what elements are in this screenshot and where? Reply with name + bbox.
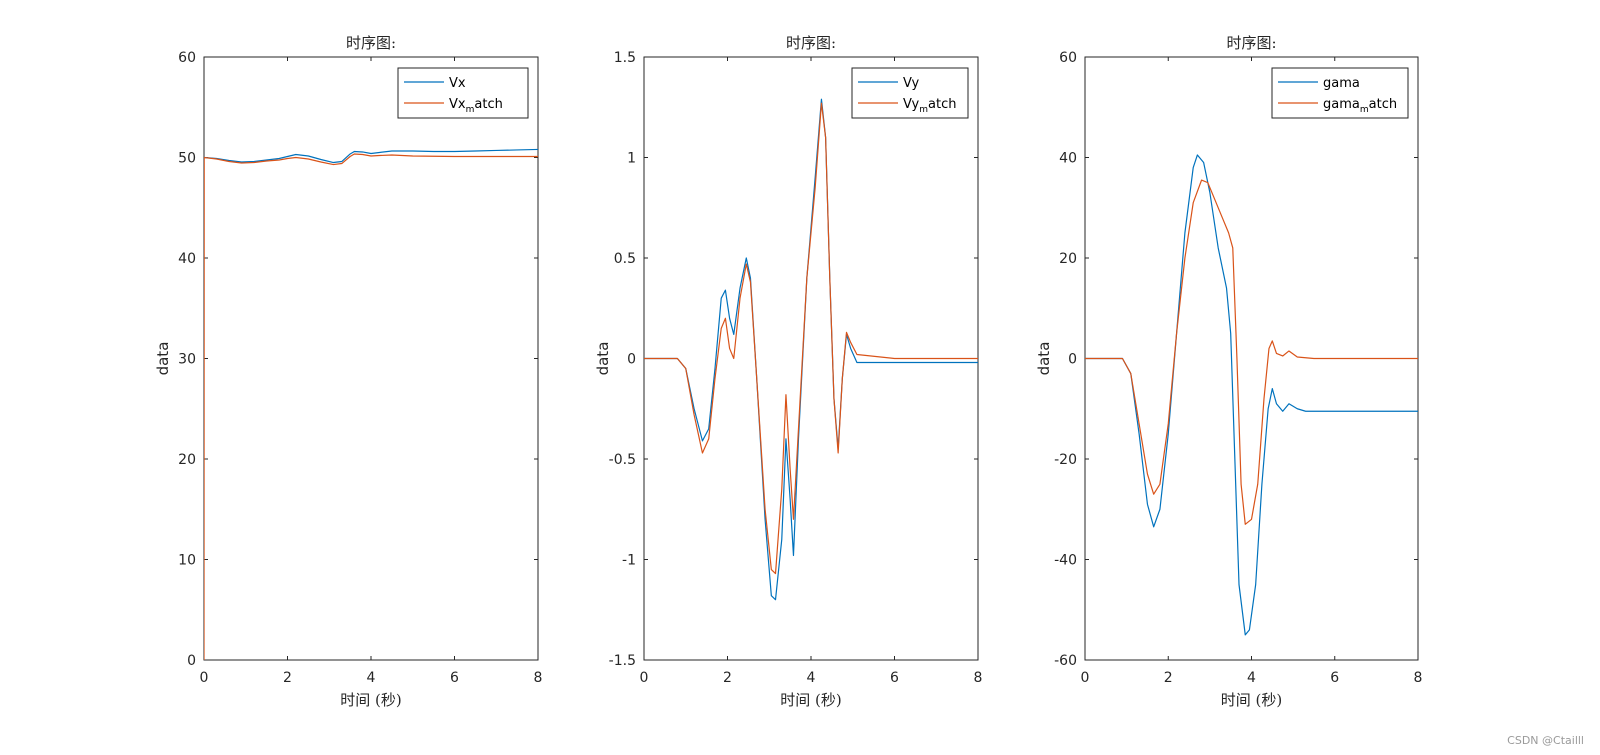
x-tick-label: 2 — [1164, 670, 1173, 686]
y-tick-label: -20 — [1054, 452, 1077, 468]
y-tick-label: 30 — [178, 352, 196, 368]
legend-label-subscript: m — [466, 105, 475, 115]
x-tick-label: 8 — [1414, 670, 1423, 686]
legend-label-tail: atch — [1369, 97, 1397, 112]
legend-label-main: Vx — [449, 97, 466, 112]
x-tick-label: 8 — [534, 670, 543, 686]
y-axis-label: data — [154, 342, 172, 376]
y-tick-label: 40 — [178, 251, 196, 267]
y-tick-label: -0.5 — [609, 452, 636, 468]
y-tick-label: 0 — [187, 653, 196, 669]
y-tick-label: 1 — [627, 151, 636, 167]
legend-box — [1271, 67, 1409, 119]
legend-label-Vx: Vx — [449, 76, 466, 91]
x-tick-label: 0 — [1081, 670, 1090, 686]
series-line-Vy_match — [644, 102, 978, 575]
y-axis-label: data — [594, 342, 612, 376]
legend-label-Vy: Vy — [903, 76, 920, 91]
legend-label-main: Vy — [903, 76, 920, 91]
x-tick-label: 8 — [974, 670, 983, 686]
series-line-gama — [1085, 154, 1418, 636]
x-axis-label: 时间 (秒) — [780, 691, 841, 709]
y-tick-label: -1 — [622, 553, 636, 569]
y-tick-label: 1.5 — [614, 50, 636, 66]
y-tick-label: -40 — [1054, 553, 1077, 569]
watermark: CSDN @Ctailll — [1507, 734, 1584, 747]
chart-title: 时序图: — [1226, 34, 1276, 52]
x-tick-label: 4 — [807, 670, 816, 686]
legend-label-subscript: m — [1360, 105, 1369, 115]
y-tick-label: 0 — [1068, 352, 1077, 368]
y-tick-label: 60 — [1059, 50, 1077, 66]
x-tick-label: 0 — [200, 670, 209, 686]
y-tick-label: 0 — [627, 352, 636, 368]
axes-box — [203, 56, 539, 661]
legend-label-subscript: m — [919, 105, 928, 115]
y-tick-label: -1.5 — [609, 653, 636, 669]
y-tick-label: 20 — [178, 452, 196, 468]
legend-box — [397, 67, 529, 119]
legend-label-tail: atch — [928, 97, 956, 112]
y-axis-label: data — [1035, 342, 1053, 376]
x-tick-label: 4 — [1247, 670, 1256, 686]
y-tick-label: 10 — [178, 553, 196, 569]
legend-label-Vy_match: Vymatch — [903, 97, 956, 115]
legend-label-gama_match: gamamatch — [1323, 97, 1397, 115]
x-tick-label: 2 — [723, 670, 732, 686]
legend-label-main: gama — [1323, 76, 1360, 91]
legend-label-main: Vx — [449, 76, 466, 91]
x-axis-label: 时间 (秒) — [1221, 691, 1282, 709]
y-tick-label: 60 — [178, 50, 196, 66]
legend-box — [851, 67, 969, 119]
series-line-Vx — [204, 148, 538, 164]
legend-label-gama: gama — [1323, 76, 1360, 91]
x-tick-label: 0 — [640, 670, 649, 686]
legend-label-main: gama — [1323, 97, 1360, 112]
x-tick-label: 2 — [283, 670, 292, 686]
chart-title: 时序图: — [786, 34, 836, 52]
chart-title: 时序图: — [346, 34, 396, 52]
x-axis-label: 时间 (秒) — [340, 691, 401, 709]
series-line-Vx_match — [204, 153, 538, 661]
x-tick-label: 6 — [1330, 670, 1339, 686]
y-tick-label: 40 — [1059, 151, 1077, 167]
y-tick-label: 20 — [1059, 251, 1077, 267]
x-tick-label: 4 — [367, 670, 376, 686]
legend-label-tail: atch — [474, 97, 502, 112]
x-tick-label: 6 — [890, 670, 899, 686]
y-tick-label: 50 — [178, 151, 196, 167]
y-tick-label: 0.5 — [614, 251, 636, 267]
legend-label-Vx_match: Vxmatch — [449, 97, 503, 115]
x-tick-label: 6 — [450, 670, 459, 686]
series-line-gama_match — [1085, 179, 1418, 525]
legend-label-main: Vy — [903, 97, 920, 112]
y-tick-label: -60 — [1054, 653, 1077, 669]
